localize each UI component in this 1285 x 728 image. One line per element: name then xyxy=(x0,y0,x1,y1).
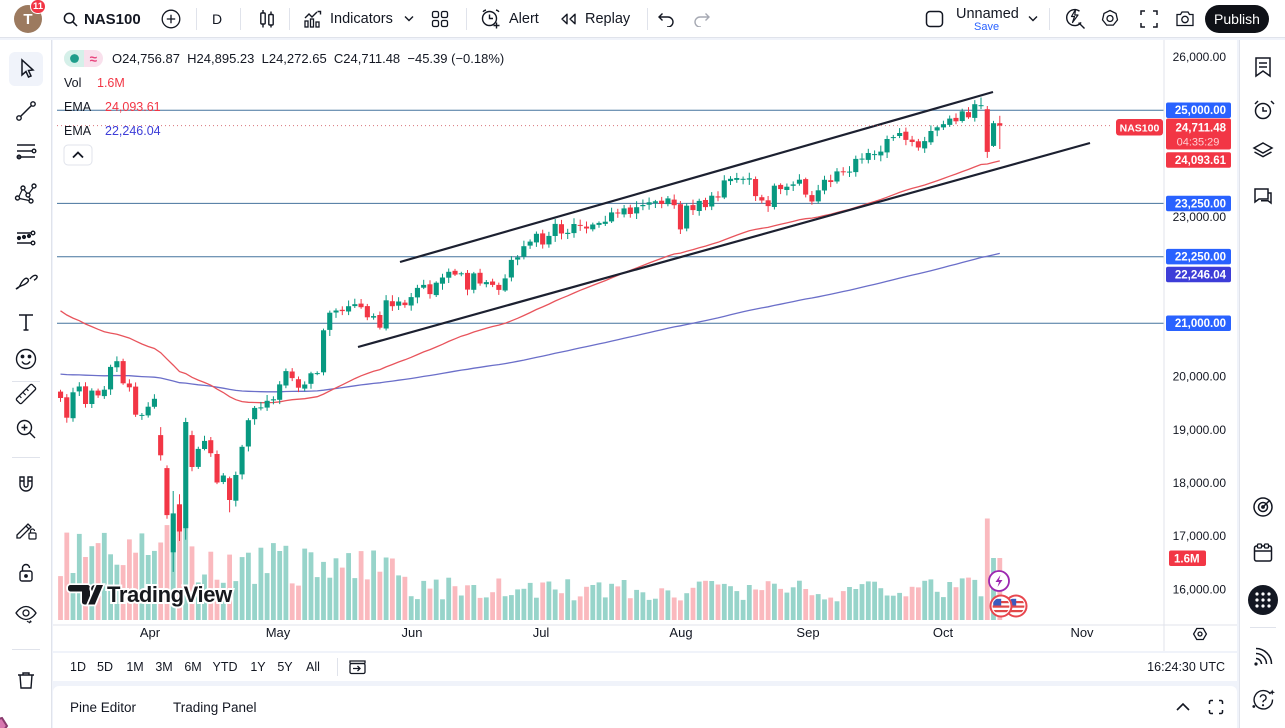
svg-text:25,000.00: 25,000.00 xyxy=(1175,105,1226,117)
svg-text:24,093.61: 24,093.61 xyxy=(1175,155,1227,167)
svg-text:TradingView: TradingView xyxy=(107,582,233,607)
svg-text:Nov: Nov xyxy=(1070,625,1094,640)
svg-text:24,093.61: 24,093.61 xyxy=(105,100,161,114)
svg-text:22,250.00: 22,250.00 xyxy=(1175,252,1226,264)
svg-text:19,000.00: 19,000.00 xyxy=(1173,423,1227,437)
svg-text:Aug: Aug xyxy=(669,625,692,640)
svg-text:22,246.04: 22,246.04 xyxy=(105,124,161,138)
svg-text:EMA: EMA xyxy=(64,100,92,114)
svg-text:Oct: Oct xyxy=(933,625,954,640)
svg-text:16,000.00: 16,000.00 xyxy=(1173,583,1227,597)
svg-text:17,000.00: 17,000.00 xyxy=(1173,529,1227,543)
svg-text:Jul: Jul xyxy=(533,625,550,640)
svg-text:Apr: Apr xyxy=(140,625,161,640)
svg-text:May: May xyxy=(266,625,291,640)
svg-text:EMA: EMA xyxy=(64,124,92,138)
svg-text:Sep: Sep xyxy=(796,625,819,640)
svg-text:≈: ≈ xyxy=(90,52,98,67)
svg-text:1.6M: 1.6M xyxy=(97,76,125,90)
svg-text:21,000.00: 21,000.00 xyxy=(1175,318,1226,330)
svg-text:24,711.48: 24,711.48 xyxy=(1175,123,1226,135)
svg-text:23,250.00: 23,250.00 xyxy=(1175,198,1226,210)
svg-text:26,000.00: 26,000.00 xyxy=(1173,50,1227,64)
svg-text:20,000.00: 20,000.00 xyxy=(1173,370,1227,384)
svg-text:Vol: Vol xyxy=(64,76,81,90)
svg-text:1.6M: 1.6M xyxy=(1174,554,1200,566)
svg-text:Jun: Jun xyxy=(402,625,423,640)
svg-text:18,000.00: 18,000.00 xyxy=(1173,476,1227,490)
svg-text:04:35:29: 04:35:29 xyxy=(1177,137,1220,149)
svg-text:O24,756.87 H24,895.23 L24,27: O24,756.87 H24,895.23 L24,272.65 C24,711… xyxy=(112,51,504,66)
svg-text:22,246.04: 22,246.04 xyxy=(1175,270,1227,282)
svg-text:NAS100: NAS100 xyxy=(1120,123,1160,135)
svg-text:23,000.00: 23,000.00 xyxy=(1173,210,1227,224)
